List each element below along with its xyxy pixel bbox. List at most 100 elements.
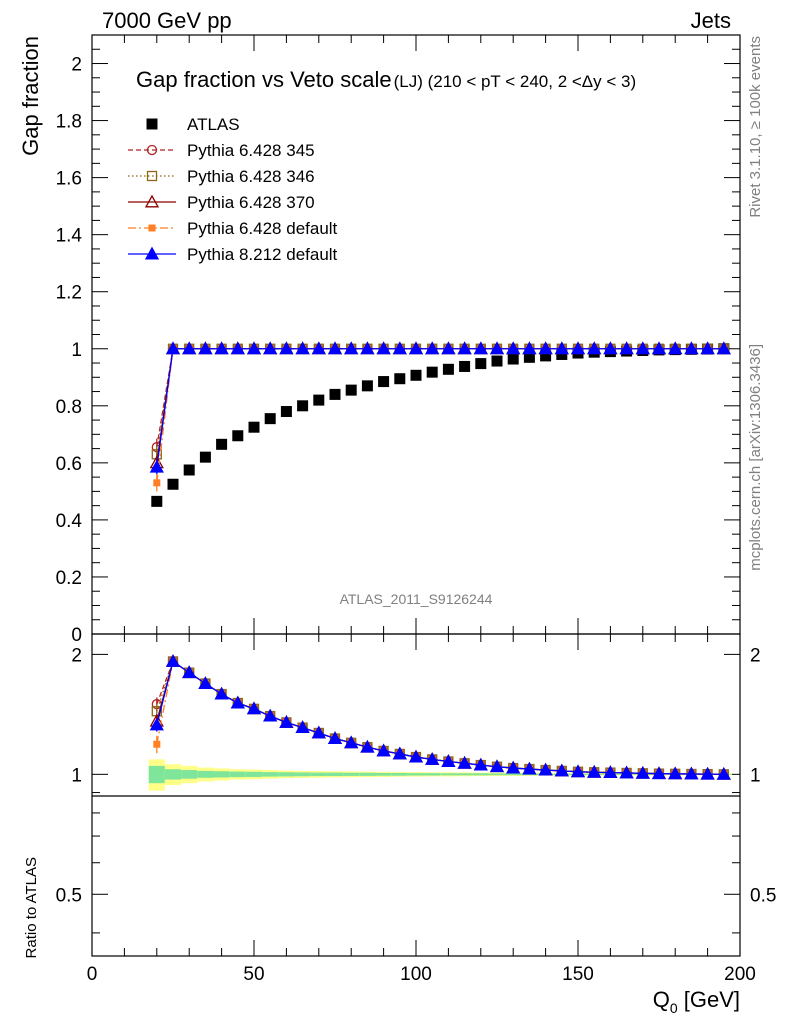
legend-marker [144, 194, 160, 208]
ratio-point [246, 701, 262, 715]
data-point [263, 341, 278, 355]
series-pythia-6-428-default [153, 345, 728, 492]
data-point [442, 363, 454, 375]
band-inner-segment [326, 772, 344, 777]
ratio-point [230, 695, 245, 709]
legend-label: Pythia 6.428 370 [187, 193, 315, 212]
ratio-point [603, 765, 618, 779]
band-inner-segment [440, 773, 457, 776]
analysis-watermark: ATLAS_2011_S9126244 [340, 591, 493, 607]
ratio-y-tick-label: 1 [71, 765, 82, 786]
data-point [394, 373, 406, 385]
data-point [279, 341, 294, 355]
mcplots-source-label: mcplots.cern.ch [arXiv:1306.3436] [747, 344, 764, 571]
main-y-tick-labels: 0 0.2 0.4 0.6 0.8 1 1.2 1.4 1.6 1.8 2 [56, 55, 83, 646]
series-atlas [151, 343, 730, 507]
band-inner-segment [359, 772, 376, 776]
ratio-point [198, 676, 213, 689]
ratio-point [570, 764, 586, 778]
band-inner-segment [505, 773, 522, 776]
legend: ATLAS Pythia 6.428 345 Pythia 6.428 346 Pyt… [128, 115, 338, 264]
ratio-point [360, 739, 375, 753]
data-point [473, 341, 488, 355]
main-y-tick-label: 1.4 [56, 226, 83, 247]
data-point [668, 341, 683, 355]
band-inner-segment [424, 773, 441, 776]
data-point [167, 478, 179, 490]
legend-label: ATLAS [187, 115, 240, 134]
data-point [313, 394, 325, 406]
ratio-point [635, 765, 650, 779]
band-inner-segment [456, 773, 473, 776]
data-point [165, 341, 181, 355]
ratio-point [376, 743, 391, 757]
ratio-point [554, 763, 569, 777]
data-point [538, 341, 553, 355]
ratio-point [182, 665, 197, 679]
data-point [214, 341, 229, 355]
ratio-line [156, 660, 724, 775]
data-point [344, 341, 359, 355]
ratio-y-tick-label: 2 [71, 645, 82, 666]
data-point [198, 341, 213, 355]
data-point [153, 479, 161, 487]
data-point [700, 341, 715, 355]
data-point [459, 360, 471, 372]
ratio-y-tick-label-right: 0.5 [750, 885, 776, 906]
data-point [587, 341, 602, 355]
ratio-point [214, 686, 229, 700]
band-inner-segment [407, 773, 425, 776]
ratio-point [165, 654, 181, 667]
ratio-point [684, 766, 699, 780]
data-point [182, 341, 197, 355]
legend-marker [146, 144, 158, 156]
main-y-tick-label: 1 [71, 340, 82, 361]
band-inner-segment [245, 771, 263, 777]
x-axis-label: Q0 [GeV] [653, 987, 740, 1016]
main-axis-ticks [91, 34, 741, 635]
data-point [199, 451, 211, 463]
series-line [156, 348, 724, 463]
main-y-tick-label: 2 [71, 55, 82, 76]
series-pythia-6-428-370 [149, 341, 731, 470]
x-axis-label-unit: [GeV] [678, 987, 740, 1012]
main-y-tick-label: 0.2 [56, 568, 82, 589]
legend-label: Pythia 8.212 default [187, 245, 338, 264]
data-point [392, 341, 407, 355]
ratio-point [522, 761, 537, 775]
legend-entry: Pythia 6.428 345 [128, 141, 315, 160]
band-inner-segment [391, 772, 408, 776]
ratio-point [473, 757, 488, 771]
legend-label: Pythia 6.428 default [187, 219, 338, 238]
band-inner-segment [472, 773, 489, 776]
data-point [376, 341, 391, 355]
ratio-y-axis-label: Ratio to ATLAS [23, 857, 40, 958]
data-point [457, 341, 472, 355]
data-point [540, 350, 552, 362]
band-inner-segment [148, 765, 165, 784]
data-point [408, 341, 424, 355]
ratio-frame [91, 633, 741, 957]
x-tick-labels: 0 50 100 150 200 [87, 964, 756, 985]
x-tick-label: 0 [87, 964, 98, 985]
ratio-series-pythia-8-212-default [149, 654, 731, 780]
ratio-point [587, 764, 602, 778]
ratio-point [295, 720, 310, 734]
ratio-point [279, 715, 294, 728]
x-tick-label: 200 [724, 964, 756, 985]
ratio-point [263, 708, 278, 722]
band-inner-segment [213, 771, 230, 778]
data-point [345, 384, 357, 396]
band-inner-segment [197, 770, 214, 778]
ratio-point [651, 766, 667, 780]
ratio-point [311, 725, 326, 739]
main-y-axis-label: Gap fraction [18, 36, 43, 156]
ratio-point [149, 717, 164, 731]
band-inner-segment [294, 772, 311, 777]
data-point [311, 341, 326, 355]
ratio-line [156, 660, 724, 775]
ratio-point [668, 766, 683, 780]
legend-entry: Pythia 6.428 default [128, 219, 338, 238]
chart-title-main: Gap fraction vs Veto scale [136, 67, 392, 92]
ratio-point [153, 740, 161, 748]
